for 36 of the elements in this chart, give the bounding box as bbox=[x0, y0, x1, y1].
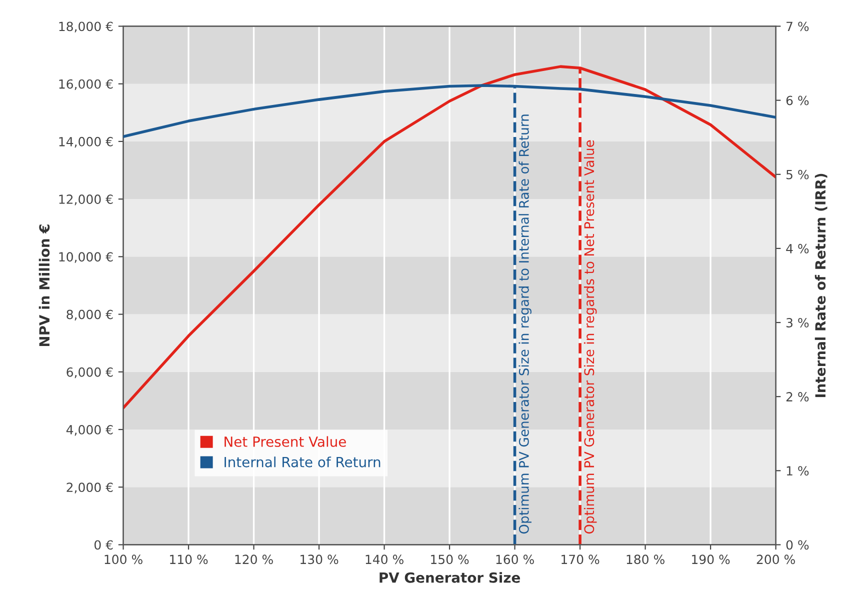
y-tick-label: 14,000 € bbox=[59, 136, 113, 148]
y2-tick-label: 0 % bbox=[786, 540, 809, 550]
x-tick-label: 110 % bbox=[170, 554, 208, 564]
y-tick-label: 0 € bbox=[94, 540, 113, 550]
y2-tick-label: 4 % bbox=[786, 244, 809, 254]
y-tick-label: 6,000 € bbox=[66, 367, 113, 378]
legend-label: Net Present Value bbox=[224, 436, 346, 447]
y2-axis-title: Internal Rate of Return (IRR) bbox=[814, 174, 828, 398]
ref-line-label: Optimum PV Generator Size in regards to Net Present Value bbox=[584, 140, 597, 534]
ref-line-label: Optimum PV Generator Size in regard to Internal Rate of Return bbox=[518, 114, 532, 534]
x-tick-label: 180 % bbox=[626, 554, 664, 564]
y-tick-label: 8,000 € bbox=[66, 310, 113, 320]
x-tick-label: 170 % bbox=[562, 554, 600, 564]
x-tick-label: 200 % bbox=[756, 554, 795, 564]
y2-tick-label: 3 % bbox=[786, 318, 809, 328]
y-tick-label: 2,000 € bbox=[66, 482, 113, 494]
x-tick-label: 100 % bbox=[104, 554, 142, 564]
y2-tick-label: 6 % bbox=[786, 96, 809, 106]
x-tick-label: 150 % bbox=[431, 554, 469, 564]
x-tick-label: 160 % bbox=[496, 554, 534, 564]
x-tick-label: 140 % bbox=[366, 554, 404, 564]
x-tick-label: 120 % bbox=[235, 554, 273, 564]
y2-tick-label: 2 % bbox=[786, 392, 809, 402]
x-tick-label: 130 % bbox=[300, 554, 338, 564]
y-tick-label: 12,000 € bbox=[59, 194, 113, 206]
y-tick-label: 10,000 € bbox=[59, 252, 113, 263]
y-axis-title: NPV in Million € bbox=[38, 224, 50, 346]
x-tick-label: 190 % bbox=[692, 554, 730, 564]
y-tick-label: 18,000 € bbox=[59, 22, 113, 32]
y-tick-label: 16,000 € bbox=[59, 79, 113, 90]
y2-tick-label: 1 % bbox=[786, 466, 809, 476]
legend-label: Internal Rate of Return bbox=[224, 456, 380, 468]
y-tick-label: 4,000 € bbox=[66, 424, 113, 436]
y2-tick-label: 5 % bbox=[786, 170, 809, 180]
x-axis-title: PV Generator Size bbox=[380, 572, 520, 583]
y2-tick-label: 7 % bbox=[786, 22, 809, 32]
